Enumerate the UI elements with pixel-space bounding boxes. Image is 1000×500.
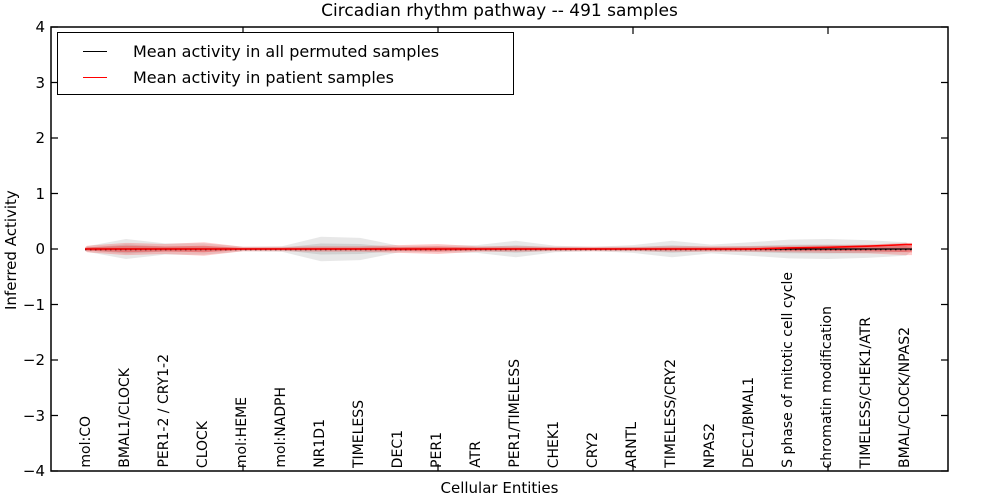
permuted-line-swatch (83, 50, 107, 52)
x-category-label: NPAS2 (702, 422, 718, 468)
x-category-label: NR1D1 (312, 419, 328, 468)
patient-mean-line (85, 243, 912, 250)
x-category-label: TIMELESS/CRY2 (663, 359, 679, 468)
x-category-label: DEC1/BMAL1 (741, 377, 757, 468)
x-category-label: PER1/TIMELESS (507, 359, 523, 468)
x-category-label: CRY2 (585, 431, 601, 468)
y-tick-label: 4 (35, 18, 45, 36)
x-category-label: ARNTL (624, 421, 640, 468)
x-axis-label: Cellular Entities (440, 479, 559, 497)
y-tick-label: 2 (35, 129, 45, 147)
x-category-label: PER1 (429, 432, 445, 468)
x-category-label: PER1-2 / CRY1-2 (156, 354, 172, 468)
y-tick-label: −2 (22, 351, 45, 369)
x-category-label: DEC1 (390, 429, 406, 468)
y-tick-label: 0 (35, 240, 45, 258)
x-category-label: CHEK1 (546, 420, 562, 468)
y-tick-label: −1 (22, 295, 45, 314)
legend-item-permuted: Mean activity in all permuted samples (58, 38, 513, 64)
x-category-label: S phase of mitotic cell cycle (780, 272, 796, 468)
x-category-label: BMAL1/CLOCK (117, 368, 133, 468)
axis-ticks (51, 26, 948, 472)
patient-line-swatch (83, 76, 107, 78)
y-tick-label: −3 (22, 406, 45, 425)
x-category-label: mol:HEME (234, 396, 250, 468)
x-category-label: chromatin modification (819, 305, 835, 468)
x-category-label: TIMELESS/CHEK1/ATR (858, 316, 874, 468)
y-tick-label: −4 (22, 462, 45, 480)
legend-box: Mean activity in all permuted samples Me… (57, 32, 514, 95)
x-category-label: ATR (468, 441, 484, 468)
x-category-label: mol:CO (78, 416, 94, 468)
y-tick-label: 1 (35, 184, 45, 203)
x-category-label: TIMELESS (351, 399, 367, 468)
legend-label: Mean activity in all permuted samples (133, 41, 440, 61)
legend-item-patient: Mean activity in patient samples (58, 64, 513, 90)
y-tick-label: 3 (35, 73, 45, 92)
x-category-label: CLOCK (195, 420, 211, 468)
chart-title: Circadian rhythm pathway -- 491 samples (321, 1, 678, 21)
x-category-label: BMAL/CLOCK/NPAS2 (897, 327, 913, 468)
x-category-label: mol:NADPH (273, 387, 289, 468)
legend-label: Mean activity in patient samples (133, 67, 394, 87)
